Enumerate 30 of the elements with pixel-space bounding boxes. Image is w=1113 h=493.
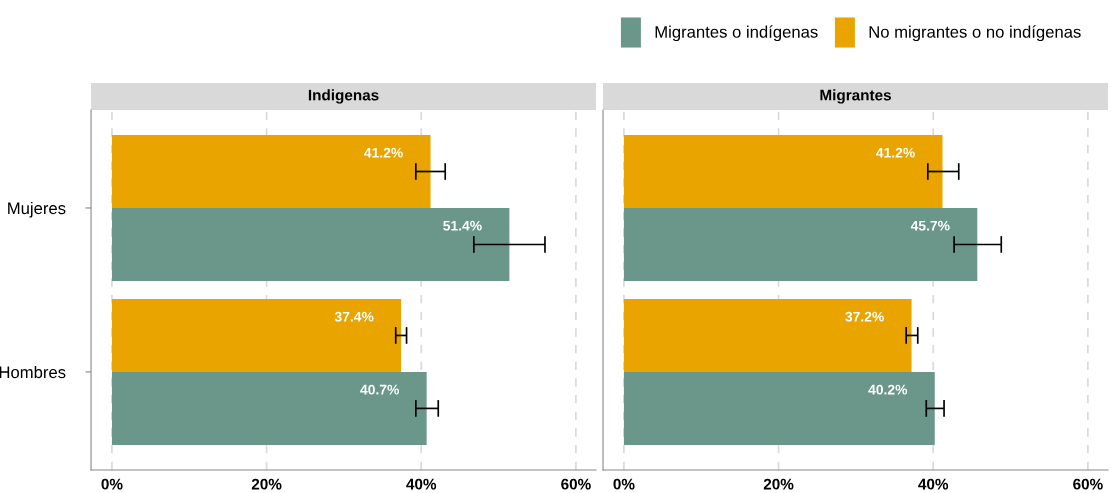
data-label: 40.7% [360, 384, 400, 395]
x-tick-label: 40% [918, 478, 949, 490]
bar [623, 371, 935, 445]
legend-label: Migrantes o indígenas [655, 25, 818, 42]
x-tick-label: 20% [763, 478, 794, 490]
chart-title: Indigenas [308, 89, 379, 104]
legend-label: No migrantes o no indígenas [869, 25, 1081, 42]
x-tick-label: 60% [1073, 478, 1103, 490]
bar [623, 135, 943, 208]
data-label: 41.2% [876, 147, 915, 158]
data-label: 45.7% [910, 220, 950, 231]
y-tick-label: Hombres [0, 365, 66, 379]
x-tick-label: 60% [561, 478, 591, 490]
bar [111, 135, 431, 208]
x-tick-label: 40% [406, 478, 437, 490]
bar [111, 371, 427, 445]
data-label: 37.2% [845, 311, 884, 322]
y-tick-label: Mujeres [8, 201, 66, 218]
bar [623, 298, 912, 372]
data-label: 37.4% [334, 311, 374, 322]
x-tick-label: 20% [251, 478, 282, 490]
bar [111, 207, 510, 281]
x-tick-label: 0% [101, 478, 123, 490]
bar [111, 298, 402, 372]
data-label: 41.2% [364, 147, 403, 158]
chart-title: Migrantes [820, 89, 891, 104]
bar [623, 207, 978, 281]
data-label: 40.2% [868, 384, 908, 395]
data-label: 51.4% [443, 220, 482, 231]
x-tick-label: 0% [613, 478, 635, 490]
